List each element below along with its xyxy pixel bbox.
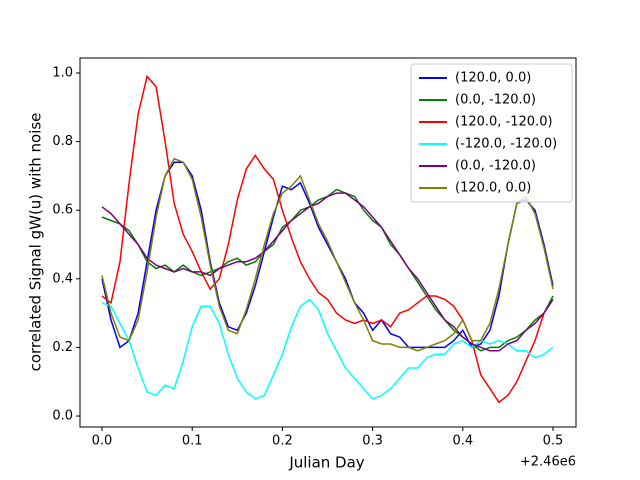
y-tick-label: 0.2 [52, 340, 73, 355]
x-axis-label: Julian Day [288, 454, 364, 472]
x-tick-label: 0.2 [272, 434, 293, 449]
legend-label: (120.0, 0.0) [455, 181, 531, 196]
x-tick-label: 0.5 [543, 434, 564, 449]
y-tick-label: 0.4 [52, 271, 73, 286]
plot-frame [79, 57, 577, 428]
legend-box [410, 63, 573, 203]
y-tick-label: 0.0 [52, 409, 73, 424]
legend-label: (120.0, 0.0) [455, 71, 531, 86]
series-line [101, 192, 554, 352]
legend-label: (0.0, -120.0) [455, 93, 536, 108]
legend-label: (120.0, -120.0) [455, 115, 553, 130]
y-axis-label: correlated Signal gW(u) with noise [27, 113, 45, 372]
x-tick-label: 0.4 [452, 434, 473, 449]
legend-label: (-120.0, -120.0) [455, 137, 557, 152]
x-tick-label: 0.0 [92, 434, 113, 449]
x-offset-label: +2.46e6 [520, 455, 576, 470]
series-line [101, 74, 554, 404]
y-tick-label: 0.6 [52, 203, 73, 218]
legend-label: (0.0, -120.0) [455, 159, 536, 174]
x-tick-label: 0.3 [362, 434, 383, 449]
series-line [101, 157, 554, 352]
y-tick-label: 0.8 [52, 134, 73, 149]
series-line [101, 161, 554, 349]
series-line [101, 298, 554, 400]
y-tick-label: 1.0 [52, 65, 73, 80]
x-tick-label: 0.1 [182, 434, 203, 449]
